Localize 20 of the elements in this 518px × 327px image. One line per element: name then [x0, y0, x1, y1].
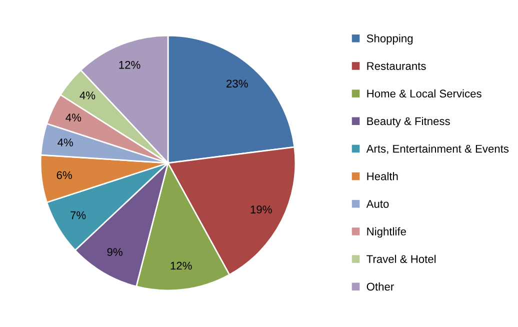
data-label: 6%	[56, 171, 72, 180]
data-label: 4%	[66, 114, 82, 122]
data-label: 4%	[58, 138, 73, 146]
legend-label: Auto	[366, 200, 389, 208]
legend-label: Home & Local Services	[367, 89, 482, 98]
legend-label: Restaurants	[367, 62, 426, 70]
data-label: 4%	[80, 92, 96, 100]
legend-label: Health	[367, 172, 398, 180]
legend-label: Shopping	[366, 34, 413, 45]
legend-label: Nightlife	[367, 227, 406, 238]
data-label: 19%	[250, 206, 272, 214]
legend-label: Arts, Entertainment & Events	[366, 144, 509, 154]
legend-label: Beauty & Fitness	[367, 116, 450, 128]
legend-label: Other	[366, 282, 394, 291]
legend-label: Travel & Hotel	[366, 254, 436, 264]
data-label: 23%	[226, 80, 248, 88]
data-label: 12%	[170, 262, 192, 270]
data-label: 9%	[107, 248, 122, 256]
data-label: 7%	[70, 211, 86, 220]
data-label: 12%	[119, 60, 140, 69]
